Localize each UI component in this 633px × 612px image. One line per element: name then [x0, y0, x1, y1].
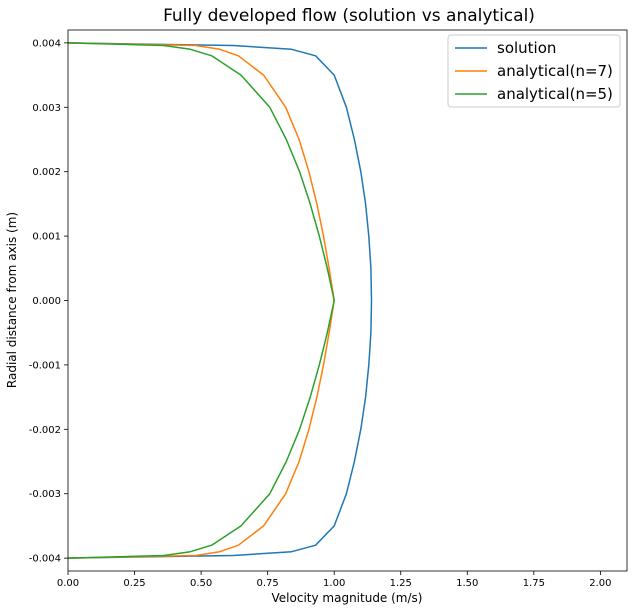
y-tick-label: 0.002	[32, 167, 61, 178]
y-axis-label: Radial distance from axis (m)	[5, 212, 19, 388]
y-tick-label: 0.001	[32, 232, 61, 243]
y-axis: -0.004 -0.003 -0.002 -0.001 0.000 0.001 0.002 0…	[29, 38, 68, 565]
x-tick-label: 2.00	[589, 578, 611, 589]
y-tick-label: 0.000	[32, 296, 61, 307]
x-tick-label: 0.75	[257, 578, 279, 589]
plot-area	[67, 42, 373, 559]
legend-box	[447, 34, 621, 108]
legend: solution analytical(n=7) analytical(n=5)	[447, 34, 621, 108]
series-line	[67, 42, 373, 559]
y-tick-label: 0.004	[32, 38, 61, 49]
y-tick-label: 0.003	[32, 103, 61, 114]
chart-title: Fully developed flow (solution vs analyt…	[163, 6, 535, 26]
y-tick-label: -0.002	[29, 425, 61, 436]
x-tick-label: 1.00	[323, 578, 345, 589]
y-tick-label: -0.004	[29, 554, 61, 565]
legend-label: analytical(n=5)	[497, 85, 613, 103]
x-axis-label: Velocity magnitude (m/s)	[272, 591, 423, 605]
x-tick-label: 1.25	[390, 578, 412, 589]
x-tick-label: 0.00	[57, 578, 79, 589]
series-line	[67, 42, 335, 559]
series-line	[67, 42, 335, 559]
legend-label: solution	[497, 39, 556, 57]
y-tick-label: -0.003	[29, 489, 61, 500]
x-tick-label: 1.75	[523, 578, 545, 589]
x-tick-label: 0.50	[190, 578, 212, 589]
x-tick-label: 0.25	[123, 578, 145, 589]
legend-label: analytical(n=7)	[497, 62, 613, 80]
x-axis: 0.00 0.25 0.50 0.75 1.00 1.25 1.50 1.75 2.00	[57, 571, 612, 589]
x-tick-label: 1.50	[456, 578, 478, 589]
y-tick-label: -0.001	[29, 360, 61, 371]
